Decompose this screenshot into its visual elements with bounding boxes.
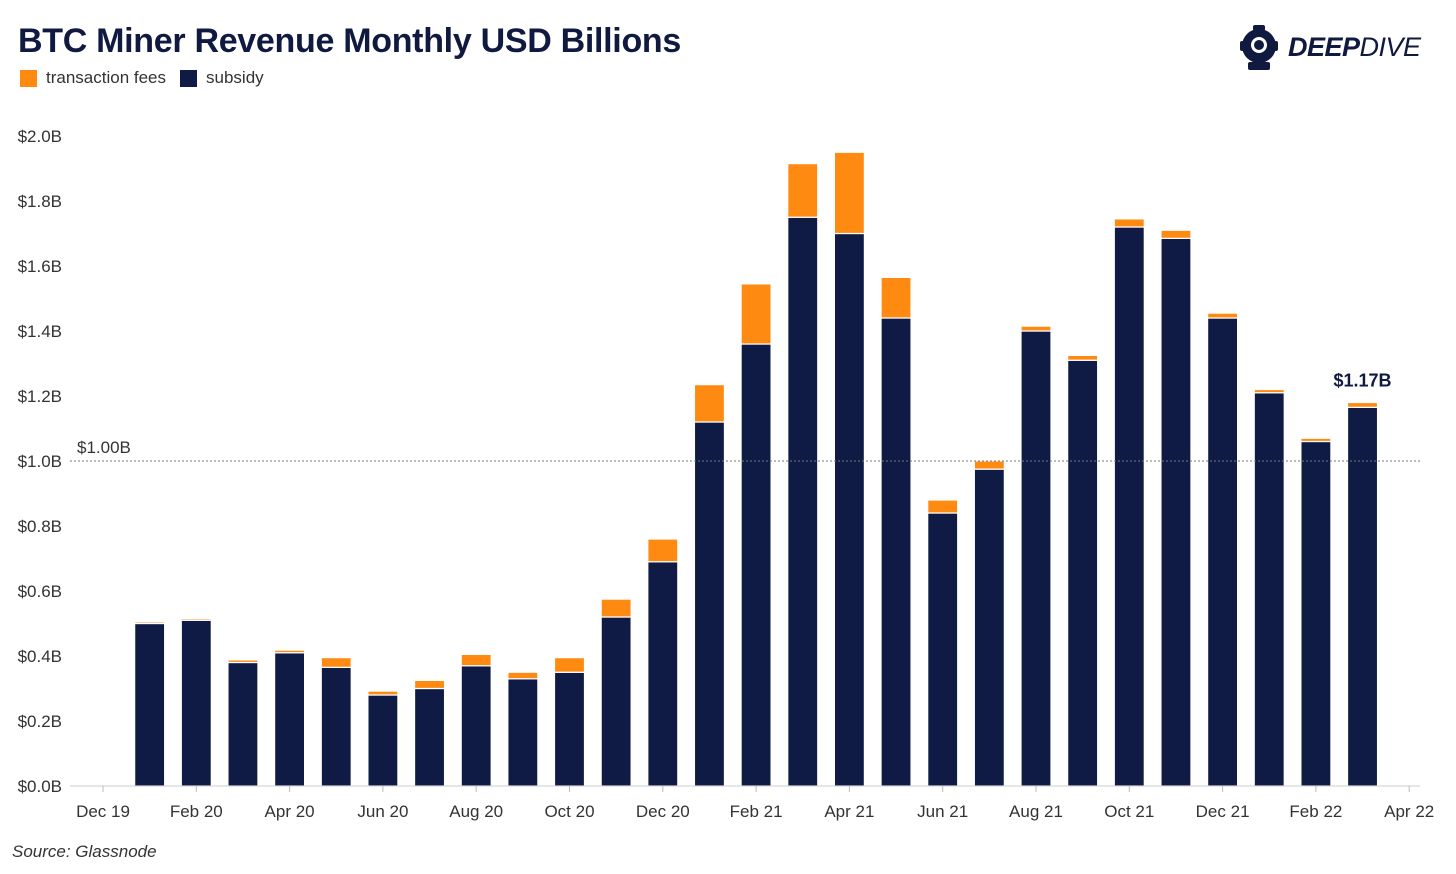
bar-subsidy [880,317,912,787]
bar-subsidy [1253,392,1285,787]
bar-fees [227,659,259,664]
bar-subsidy [1346,406,1379,787]
x-tick-label: Jun 20 [357,802,408,821]
y-tick-label: $0.0B [18,777,62,796]
y-tick-label: $0.8B [18,517,62,536]
x-tick-label: Dec 19 [76,802,130,821]
bar-subsidy [1160,237,1192,787]
bar-fees [1020,325,1052,332]
legend-item-fees[interactable]: transaction fees [20,68,166,88]
bar-subsidy [927,512,959,787]
x-tick-label: Aug 21 [1009,802,1063,821]
bar-subsidy [553,671,586,787]
deepdive-logo: DEEPDIVE [1238,22,1421,72]
x-tick-label: Aug 20 [449,802,503,821]
bar-subsidy [507,678,539,787]
bar-subsidy [1206,317,1239,787]
bar-fees [833,151,866,235]
bar-subsidy [367,694,399,787]
legend-swatch-subsidy [180,69,198,87]
bar-subsidy [180,619,212,787]
bar-fees [553,657,586,673]
bar-fees [1346,401,1379,408]
y-tick-label: $1.2B [18,387,62,406]
bar-fees [600,598,632,618]
bar-subsidy [1067,359,1099,787]
source-note: Source: Glassnode [12,842,157,861]
bar-subsidy [787,216,819,787]
bar-subsidy [1300,440,1332,787]
bar-subsidy [647,561,679,787]
x-tick-label: Feb 20 [170,802,223,821]
bar-fees [1253,388,1285,394]
x-tick-label: Jun 21 [917,802,968,821]
legend-item-subsidy[interactable]: subsidy [180,68,264,88]
bar-subsidy [740,343,772,787]
bar-fees [507,671,539,680]
bar-subsidy [320,666,352,787]
bar-subsidy [693,421,726,787]
y-tick-label: $0.4B [18,647,62,666]
x-tick-label: Feb 21 [730,802,783,821]
bar-fees [320,657,352,668]
bar-fees [1300,437,1332,443]
legend-label-fees: transaction fees [46,68,167,87]
bar-subsidy [460,665,492,787]
y-tick-label: $1.0B [18,452,62,471]
bar-subsidy [833,232,866,787]
logo-text: DEEPDIVE [1288,31,1421,62]
x-tick-label: Oct 21 [1104,802,1154,821]
bar-fees [367,690,399,696]
x-tick-label: Dec 20 [636,802,690,821]
bar-fees [413,679,446,690]
bar-subsidy [413,687,446,787]
bar-fees [180,618,212,621]
bar-subsidy [227,661,259,787]
bar-fees [460,653,492,667]
bar-fees [787,163,819,218]
bar-subsidy [274,652,306,787]
legend: transaction fees subsidy [20,68,264,88]
bar-subsidy [1020,330,1052,787]
bar-fees [274,649,306,654]
bar-fees [1206,312,1239,319]
bar-fees [647,538,679,563]
bar-fees [927,499,959,514]
legend-swatch-fees [20,69,37,87]
chart-title: BTC Miner Revenue Monthly USD Billions [18,22,681,60]
bar-fees [880,276,912,319]
bar-fees [693,384,726,423]
x-tick-label: Apr 21 [824,802,874,821]
y-tick-label: $0.6B [18,582,62,601]
bar-subsidy [973,468,1005,787]
bar-subsidy [600,616,632,787]
x-tick-label: Apr 22 [1384,802,1434,821]
y-tick-label: $1.8B [18,192,62,211]
bar-fees [134,621,166,625]
y-tick-label: $1.4B [18,322,62,341]
bar-fees [1067,354,1099,361]
bar-fees [740,283,772,345]
bar-subsidy [1113,226,1145,787]
reference-line-label: $1.00B [77,438,131,457]
last-value-label: $1.17B [1334,371,1392,391]
y-tick-label: $0.2B [18,712,62,731]
x-tick-label: Dec 21 [1196,802,1250,821]
diver-helmet-icon [1240,25,1278,70]
x-tick-label: Apr 20 [265,802,315,821]
bar-fees [1160,229,1192,239]
y-tick-label: $2.0B [18,127,62,146]
y-tick-label: $1.6B [18,257,62,276]
legend-label-subsidy: subsidy [206,68,264,87]
bar-subsidy [134,622,166,787]
x-tick-label: Oct 20 [544,802,594,821]
x-tick-label: Feb 22 [1289,802,1342,821]
bar-fees [973,460,1005,470]
bar-fees [1113,218,1145,228]
